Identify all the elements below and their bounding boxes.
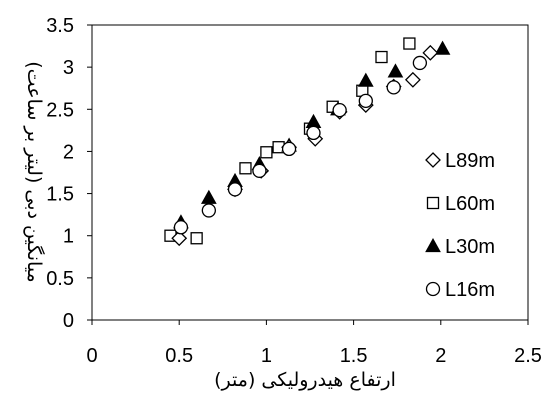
data-point-l89m — [171, 230, 188, 247]
data-point-l60m — [260, 146, 273, 159]
legend-marker-l16m — [425, 281, 441, 297]
legend-label: L16m — [445, 279, 495, 301]
data-point-l30m — [305, 113, 322, 129]
data-point-l16m — [227, 182, 243, 197]
y-tick-label: 3.5 — [46, 15, 74, 37]
x-tick-label: 2.5 — [514, 345, 542, 367]
legend-marker-l60m — [426, 196, 440, 210]
data-point-l30m — [387, 63, 404, 78]
data-point-l89m — [404, 71, 421, 88]
legend-marker-l30m — [425, 237, 441, 253]
data-point-l16m — [281, 141, 297, 157]
data-point-l16m — [252, 163, 267, 178]
x-axis-ticks: 0 0.5 1 1.5 2 2.5 — [86, 320, 542, 367]
legend-label: L89m — [445, 150, 495, 172]
x-axis-title: ارتفاع هیدرولیکی (متر) — [214, 369, 396, 391]
x-tick-label: 1.5 — [340, 345, 368, 367]
y-tick-label: 3 — [63, 57, 74, 79]
y-axis-ticks: 0 0.5 1 1.5 2 2.5 3 3.5 — [46, 15, 92, 332]
data-point-l89m — [422, 44, 439, 61]
legend: L89m L60m L30m L16m — [425, 150, 495, 301]
y-tick-label: 2.5 — [46, 99, 74, 121]
y-axis-title: میانگین دبی (لیتر بر ساعت) — [23, 61, 46, 282]
data-point-l16m — [358, 93, 373, 109]
plot-area-frame — [91, 24, 529, 321]
legend-label: L30m — [445, 236, 495, 258]
legend-marker-l89m — [425, 152, 441, 168]
data-point-l16m — [386, 80, 401, 95]
data-point-l60m — [375, 50, 388, 64]
data-point-l60m — [190, 232, 203, 245]
data-point-l16m — [306, 125, 321, 141]
data-point-l16m — [412, 55, 428, 71]
y-tick-label: 1 — [63, 226, 74, 248]
data-points — [164, 37, 451, 247]
data-point-l16m — [173, 220, 189, 235]
data-point-l30m — [200, 189, 217, 204]
data-point-l30m — [357, 72, 374, 87]
y-tick-label: 2 — [63, 141, 74, 163]
data-point-l60m — [403, 37, 416, 50]
y-tick-label: 0.5 — [46, 268, 74, 290]
legend-label: L60m — [445, 193, 495, 215]
y-tick-label: 0 — [63, 310, 74, 332]
data-point-l16m — [201, 203, 216, 218]
x-tick-label: 1 — [261, 345, 272, 367]
data-point-l30m — [434, 40, 451, 55]
data-point-l60m — [239, 162, 252, 175]
x-tick-label: 2 — [435, 345, 446, 367]
x-tick-label: 0.5 — [165, 345, 193, 367]
y-tick-label: 1.5 — [46, 184, 74, 206]
data-point-l16m — [332, 102, 347, 118]
x-tick-label: 0 — [86, 345, 97, 367]
